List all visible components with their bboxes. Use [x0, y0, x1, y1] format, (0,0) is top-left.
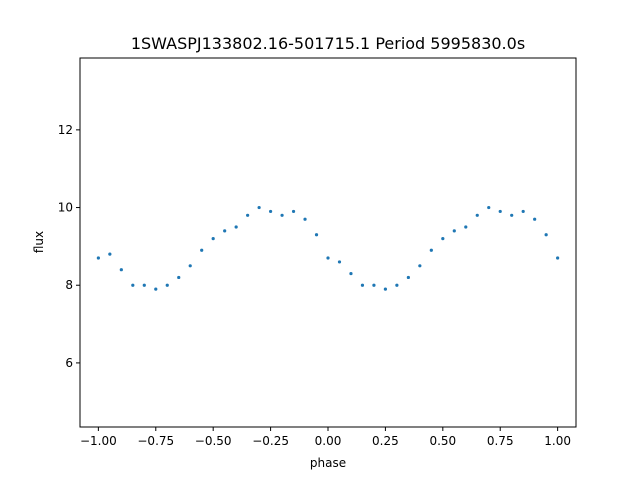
data-point: [119, 268, 123, 272]
data-point: [257, 205, 261, 210]
data-point: [268, 209, 273, 214]
data-point: [131, 283, 135, 287]
data-point: [360, 283, 365, 287]
data-point: [383, 287, 388, 291]
data-point: [291, 209, 296, 214]
x-axis-ticks: −1.00 −0.75 −0.50 −0.25 0.00 0.25 0.50 0.75 1.00: [80, 427, 571, 448]
data-point: [510, 213, 514, 217]
data-point: [223, 229, 227, 233]
x-tick-label: −0.50: [195, 434, 232, 448]
data-point: [154, 287, 158, 291]
data-point: [326, 256, 330, 260]
data-point: [211, 237, 215, 241]
data-point: [498, 209, 502, 214]
x-tick-label: 0.00: [315, 434, 342, 448]
y-tick-label: 8: [65, 278, 73, 292]
data-point: [314, 233, 319, 237]
x-tick-label: 1.00: [544, 434, 571, 448]
y-axis-label: flux: [32, 231, 46, 253]
data-point: [234, 225, 238, 229]
data-point: [429, 248, 433, 252]
data-point: [406, 275, 410, 280]
chart-title: 1SWASPJ133802.16-501715.1 Period 5995830…: [131, 34, 525, 53]
data-point: [96, 256, 100, 260]
x-tick-label: −0.25: [252, 434, 289, 448]
data-points: [96, 205, 560, 291]
data-point: [372, 283, 376, 287]
x-tick-label: 0.50: [429, 434, 456, 448]
data-point: [487, 205, 491, 210]
y-tick-label: 10: [58, 201, 73, 215]
data-point: [142, 283, 146, 287]
data-point: [544, 233, 548, 237]
plot-area-frame: [79, 57, 577, 428]
y-axis-ticks: 6 8 10 12: [58, 123, 80, 370]
x-tick-label: −0.75: [137, 434, 174, 448]
data-point: [177, 275, 181, 280]
data-point: [556, 256, 560, 260]
data-point: [349, 271, 353, 276]
x-axis-label: phase: [310, 456, 346, 470]
data-point: [452, 229, 456, 233]
data-point: [337, 260, 342, 264]
data-point: [108, 252, 112, 256]
y-tick-label: 6: [65, 356, 73, 370]
data-point: [165, 283, 169, 287]
data-point: [418, 264, 422, 268]
data-point: [303, 217, 307, 221]
x-tick-label: −1.00: [80, 434, 117, 448]
data-point: [475, 213, 479, 217]
data-point: [200, 248, 204, 252]
data-point: [533, 217, 537, 221]
y-tick-label: 12: [58, 123, 73, 137]
data-point: [464, 225, 468, 229]
data-point: [246, 213, 250, 217]
data-point: [395, 283, 399, 287]
data-point: [441, 237, 445, 241]
x-tick-label: 0.25: [372, 434, 399, 448]
data-point: [188, 264, 192, 268]
x-tick-label: 0.75: [487, 434, 514, 448]
data-point: [280, 213, 284, 217]
data-point: [521, 209, 525, 214]
